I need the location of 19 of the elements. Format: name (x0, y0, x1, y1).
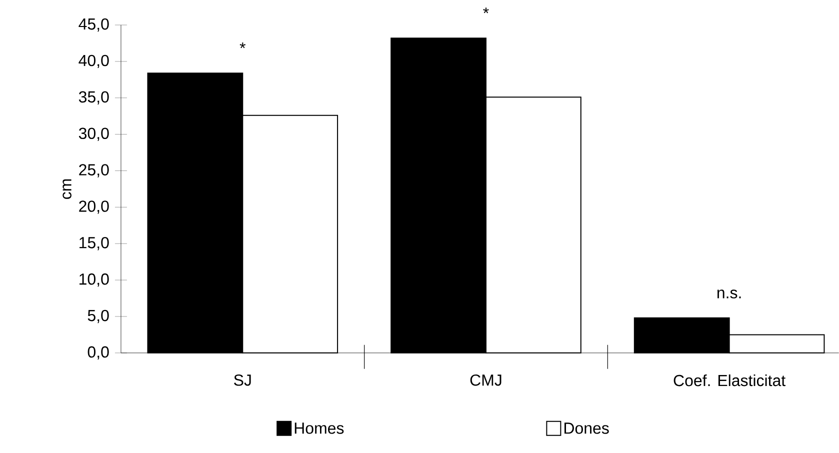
y-tick-label: 40,0 (78, 54, 109, 68)
annotation: n.s. (717, 290, 741, 298)
y-tick-label: 25,0 (79, 164, 109, 178)
y-tick-label: 5,0 (88, 310, 109, 324)
legend-label: Homes (294, 422, 344, 434)
y-tick-label: 15,0 (80, 237, 109, 250)
y-tick-label: 30,0 (78, 128, 109, 141)
x-tick-label: CMJ (470, 374, 502, 386)
y-tick-label: 20,0 (79, 200, 109, 214)
y-tick-label: 0,0 (88, 346, 109, 360)
y-tick-label: 35,0 (78, 91, 109, 105)
x-tick-label: Coef. Elasticitat (674, 374, 786, 386)
y-axis-title: cm (62, 179, 72, 199)
annotation: * (240, 42, 246, 48)
legend-label: Dones (564, 422, 609, 434)
x-tick-label: SJ (234, 374, 251, 386)
text: * (483, 8, 489, 14)
y-tick-label: 10,0 (80, 273, 109, 287)
y-tick-label: 45,0 (78, 18, 109, 32)
